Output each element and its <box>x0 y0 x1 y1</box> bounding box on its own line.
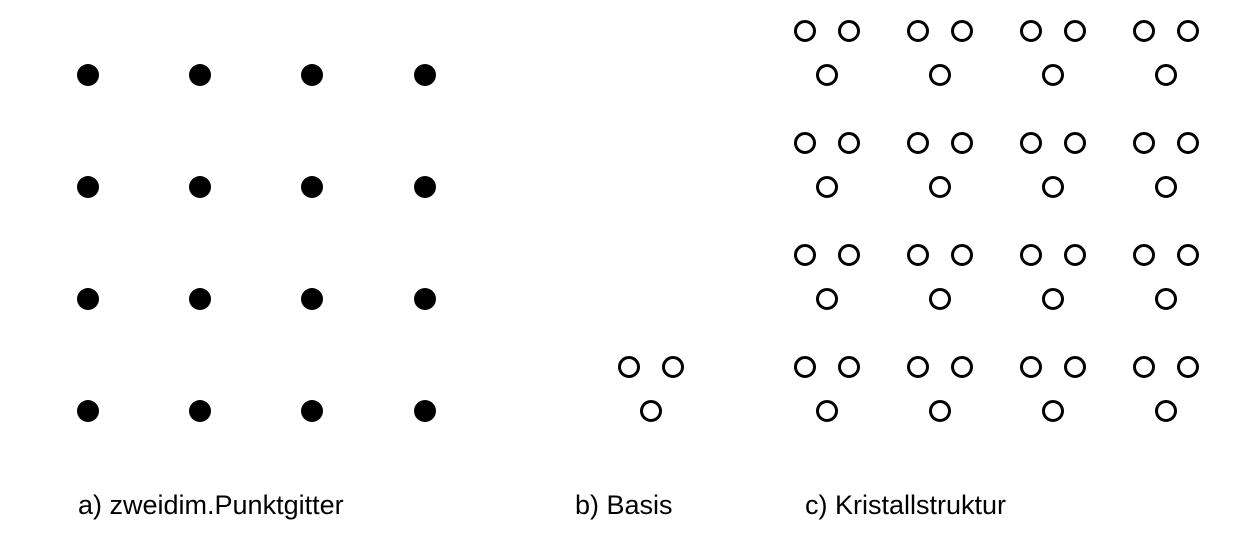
crystal-motif-atom-top-left <box>1020 132 1042 154</box>
lattice-point <box>77 176 99 198</box>
crystal-motif-atom-bottom <box>1155 176 1177 198</box>
basis-atom-top-left <box>618 356 640 378</box>
crystal-motif-atom-top-right <box>1177 20 1199 42</box>
crystal-motif-atom-top-left <box>794 20 816 42</box>
crystal-motif-atom-top-right <box>1177 132 1199 154</box>
crystal-motif-atom-top-right <box>951 356 973 378</box>
crystal-motif-atom-top-left <box>1133 356 1155 378</box>
crystal-motif-atom-bottom <box>1042 400 1064 422</box>
crystal-motif-atom-top-left <box>1133 132 1155 154</box>
lattice-point <box>189 64 211 86</box>
crystal-motif-atom-top-left <box>794 244 816 266</box>
crystal-motif-atom-top-right <box>838 132 860 154</box>
crystal-motif-atom-top-left <box>794 356 816 378</box>
crystal-motif-atom-top-left <box>1020 244 1042 266</box>
crystal-motif-atom-bottom <box>1155 288 1177 310</box>
crystal-motif-atom-top-right <box>951 20 973 42</box>
crystal-motif-atom-bottom <box>1042 288 1064 310</box>
crystal-motif-atom-bottom <box>929 400 951 422</box>
crystal-motif-atom-top-right <box>838 356 860 378</box>
crystal-motif-atom-top-left <box>907 244 929 266</box>
lattice-point <box>414 64 436 86</box>
crystal-motif-atom-bottom <box>929 64 951 86</box>
lattice-point <box>301 64 323 86</box>
crystal-structure <box>794 20 1199 422</box>
crystal-motif-atom-bottom <box>816 176 838 198</box>
crystal-motif-atom-top-right <box>838 20 860 42</box>
crystal-motif-atom-top-left <box>1020 356 1042 378</box>
point-lattice <box>77 64 436 422</box>
crystal-motif-atom-bottom <box>816 64 838 86</box>
lattice-point <box>189 288 211 310</box>
lattice-point <box>77 288 99 310</box>
crystal-motif-atom-bottom <box>1042 64 1064 86</box>
lattice-point <box>189 400 211 422</box>
crystal-motif-atom-top-right <box>1177 356 1199 378</box>
crystal-motif-atom-top-left <box>794 132 816 154</box>
crystal-motif-atom-bottom <box>1155 400 1177 422</box>
lattice-point <box>301 288 323 310</box>
crystal-motif-atom-top-right <box>1064 356 1086 378</box>
lattice-point <box>414 400 436 422</box>
basis-motif <box>618 356 684 422</box>
crystal-motif-atom-top-left <box>907 356 929 378</box>
crystal-motif-atom-top-right <box>951 244 973 266</box>
crystal-motif-atom-top-right <box>1064 244 1086 266</box>
caption-crystal-structure: c) Kristallstruktur <box>805 490 1006 520</box>
crystal-motif-atom-top-right <box>1064 20 1086 42</box>
crystal-motif-atom-bottom <box>929 288 951 310</box>
caption-basis: b) Basis <box>575 490 673 520</box>
caption-point-lattice: a) zweidim.Punktgitter <box>78 490 344 520</box>
crystal-motif-atom-top-right <box>1064 132 1086 154</box>
crystal-motif-atom-bottom <box>816 400 838 422</box>
lattice-point <box>189 176 211 198</box>
basis-atom-top-right <box>662 356 684 378</box>
lattice-point <box>301 400 323 422</box>
lattice-point <box>414 288 436 310</box>
crystal-motif-atom-top-left <box>1133 244 1155 266</box>
crystal-motif-atom-top-left <box>907 132 929 154</box>
crystal-motif-atom-top-left <box>907 20 929 42</box>
crystal-motif-atom-bottom <box>1042 176 1064 198</box>
crystal-motif-atom-top-left <box>1133 20 1155 42</box>
lattice-point <box>77 64 99 86</box>
lattice-point <box>77 400 99 422</box>
crystal-motif-atom-top-right <box>951 132 973 154</box>
crystal-motif-atom-top-right <box>1177 244 1199 266</box>
crystal-motif-atom-bottom <box>1155 64 1177 86</box>
crystal-motif-atom-top-right <box>838 244 860 266</box>
crystal-motif-atom-bottom <box>816 288 838 310</box>
crystal-motif-atom-bottom <box>929 176 951 198</box>
crystal-motif-atom-top-left <box>1020 20 1042 42</box>
lattice-point <box>301 176 323 198</box>
basis-atom-bottom <box>640 400 662 422</box>
lattice-point <box>414 176 436 198</box>
